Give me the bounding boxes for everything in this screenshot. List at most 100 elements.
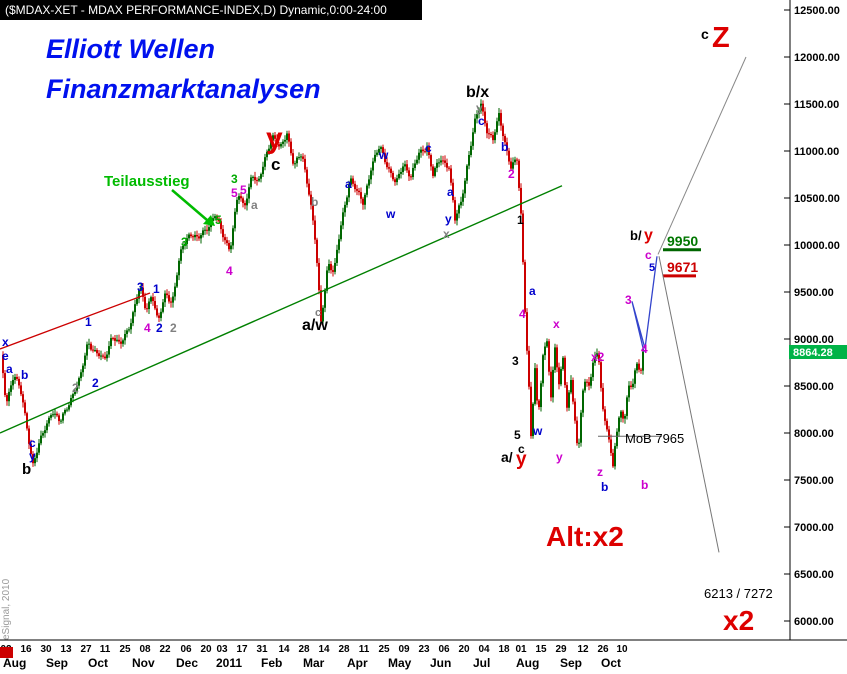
candle bbox=[310, 194, 312, 205]
x-month-label: Aug bbox=[516, 656, 539, 670]
x-axis[interactable]: 0216301327112508220620031731142814281125… bbox=[0, 639, 847, 670]
candle bbox=[484, 111, 486, 124]
candle bbox=[158, 315, 160, 318]
wave-label: x bbox=[2, 335, 9, 349]
candle bbox=[172, 296, 174, 303]
wave-label: a bbox=[345, 177, 352, 191]
esignal-logo bbox=[0, 647, 13, 658]
x-date-label: 10 bbox=[616, 644, 628, 655]
candle bbox=[390, 168, 392, 173]
candle bbox=[128, 329, 130, 331]
candle bbox=[280, 143, 282, 147]
candle bbox=[522, 213, 524, 263]
y-axis-label: 11500.00 bbox=[794, 99, 839, 111]
candle bbox=[358, 190, 360, 193]
candle bbox=[576, 420, 578, 444]
candle bbox=[314, 220, 316, 240]
candle bbox=[400, 172, 402, 174]
candle bbox=[76, 385, 78, 392]
candle bbox=[528, 350, 530, 387]
y-axis-label: 7000.00 bbox=[794, 522, 834, 534]
candle bbox=[588, 382, 590, 386]
x-month-label: 2011 bbox=[216, 656, 242, 670]
candle bbox=[532, 403, 534, 437]
wave-label: 2 bbox=[170, 321, 177, 335]
candle bbox=[350, 178, 352, 185]
candle bbox=[178, 260, 180, 276]
candle bbox=[514, 159, 516, 163]
candle bbox=[618, 417, 620, 432]
candle bbox=[194, 234, 196, 238]
candle bbox=[460, 201, 462, 206]
candle bbox=[190, 234, 192, 237]
y-axis[interactable]: 12500.00 12000.00 11500.00 11000.00 10500.00… bbox=[784, 0, 840, 640]
candle bbox=[174, 286, 176, 297]
candle bbox=[444, 160, 446, 163]
candle bbox=[396, 178, 398, 183]
candle bbox=[96, 350, 98, 354]
x-date-label: 04 bbox=[478, 644, 490, 655]
candle bbox=[282, 141, 284, 144]
wave-label: c bbox=[425, 141, 432, 155]
candle bbox=[148, 301, 150, 310]
candle bbox=[524, 262, 526, 313]
candle bbox=[394, 179, 396, 183]
wave-label: w bbox=[532, 424, 543, 438]
wave-label: y bbox=[556, 450, 563, 464]
candle bbox=[538, 400, 540, 408]
candle bbox=[596, 353, 598, 357]
candle bbox=[616, 431, 618, 447]
x-date-label: 29 bbox=[555, 644, 567, 655]
candle bbox=[556, 347, 558, 368]
candle bbox=[88, 343, 90, 345]
candle bbox=[530, 386, 532, 437]
wave-label: Alt:x2 bbox=[546, 521, 624, 552]
wave-label: b bbox=[641, 478, 648, 492]
candle bbox=[294, 163, 296, 165]
candle bbox=[248, 187, 250, 199]
candle bbox=[242, 198, 244, 204]
candle bbox=[206, 229, 208, 231]
candle bbox=[28, 428, 30, 444]
candle bbox=[114, 338, 116, 341]
wave-label: MoB 7965 bbox=[625, 431, 684, 446]
candle bbox=[322, 307, 324, 322]
wave-label: 2 bbox=[156, 321, 163, 335]
candle bbox=[488, 133, 490, 135]
candle bbox=[230, 245, 232, 250]
candle bbox=[410, 176, 412, 178]
candle bbox=[500, 113, 502, 126]
candle bbox=[370, 170, 372, 180]
candle bbox=[262, 166, 264, 175]
wave-label: 1 bbox=[517, 213, 524, 227]
y-axis-label: 8000.00 bbox=[794, 428, 834, 440]
title-bar: ($MDAX-XET - MDAX PERFORMANCE-INDEX,D) D… bbox=[0, 0, 422, 20]
wave-annotations-layer: Elliott Wellen Finanzmarktanalysen Teilaus… bbox=[2, 22, 773, 636]
current-price-badge: 8864.28 bbox=[789, 345, 847, 359]
candle bbox=[534, 368, 536, 404]
x-month-label: Sep bbox=[46, 656, 68, 670]
candle bbox=[432, 166, 434, 176]
candle bbox=[408, 170, 410, 177]
x-month-label: Sep bbox=[560, 656, 582, 670]
candle bbox=[278, 144, 280, 147]
wave-label: 1 bbox=[85, 315, 92, 329]
candle bbox=[334, 262, 336, 272]
wave-label: Finanzmarktanalysen bbox=[46, 74, 321, 104]
candle bbox=[150, 297, 152, 302]
candle bbox=[354, 183, 356, 190]
candle bbox=[454, 200, 456, 221]
candle bbox=[182, 245, 184, 250]
trendlines-layer bbox=[0, 185, 701, 437]
projection-layer bbox=[171, 56, 747, 553]
candle bbox=[464, 180, 466, 194]
wave-label: Z bbox=[712, 22, 730, 54]
candle bbox=[238, 196, 240, 200]
left-red-trendline bbox=[0, 292, 151, 350]
candle bbox=[330, 264, 332, 271]
candle bbox=[604, 409, 606, 421]
candle bbox=[176, 275, 178, 287]
candle bbox=[630, 385, 632, 387]
candle bbox=[232, 228, 234, 246]
